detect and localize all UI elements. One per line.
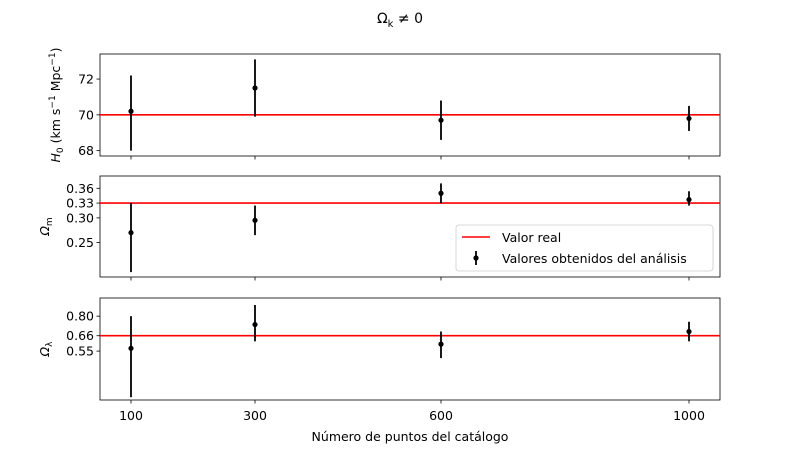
axes-frame [99, 175, 721, 278]
data-point [686, 328, 692, 335]
data-point [252, 321, 258, 328]
data-point [252, 217, 258, 223]
legend-box [455, 224, 714, 272]
legend-label: Valores obtenidos del análisis [502, 251, 687, 266]
x-tick-label: 600 [429, 408, 453, 423]
panel-2: 0.25 0.300.330.36 Ωm Valor real Valores obte… [37, 175, 721, 281]
y-tick-label: 0.25 [66, 235, 94, 250]
data-point [252, 85, 258, 91]
x-tick-label: 100 [119, 408, 143, 423]
axes-frame [99, 53, 721, 157]
y-tick-label: 0.80 [66, 309, 94, 324]
chart-title: Ωk ≠ 0 [377, 11, 423, 30]
data-point [686, 115, 692, 122]
data-point [438, 190, 444, 196]
panel-3: 0.550.66 0.80 100 300 600 1000 Ωλ [37, 297, 721, 423]
data-point [128, 345, 134, 351]
y-axis-label: H0 (km s−1 Mpc−1) [48, 48, 66, 163]
y-axis-label: Ωλ [37, 341, 55, 358]
data-point [128, 108, 134, 114]
data-point [438, 341, 444, 347]
y-axis-label: Ωm [37, 217, 55, 236]
x-tick-label: 300 [243, 408, 267, 423]
legend-label: Valor real [502, 230, 561, 245]
y-tick-label: 0.36 [66, 181, 94, 196]
y-tick-label: 68 [78, 143, 94, 158]
data-point [128, 230, 134, 236]
data-point [686, 197, 692, 203]
legend-point-swatch [473, 255, 479, 261]
data-point [438, 117, 444, 123]
x-tick-label: 1000 [673, 408, 705, 423]
axes-frame [99, 297, 721, 401]
y-tick-label: 70 [78, 107, 94, 122]
y-tick-label: 72 [78, 72, 94, 87]
panel-1: 68 70 72 H0 (km s−1 Mpc−1) [48, 48, 721, 163]
y-tick-label: 0.55 [66, 344, 94, 359]
panels: 68 70 72 H0 (km s−1 Mpc−1) 0.25 0.300.330.36 Ω… [37, 48, 721, 423]
legend: Valor real Valores obtenidos del análisis [455, 224, 714, 272]
y-tick-label: 0.66 [66, 328, 94, 343]
y-tick-label: 0.33 [66, 196, 94, 211]
y-tick-label: 0.30 [66, 210, 94, 225]
x-axis-label: Número de puntos del catálogo [312, 429, 509, 444]
